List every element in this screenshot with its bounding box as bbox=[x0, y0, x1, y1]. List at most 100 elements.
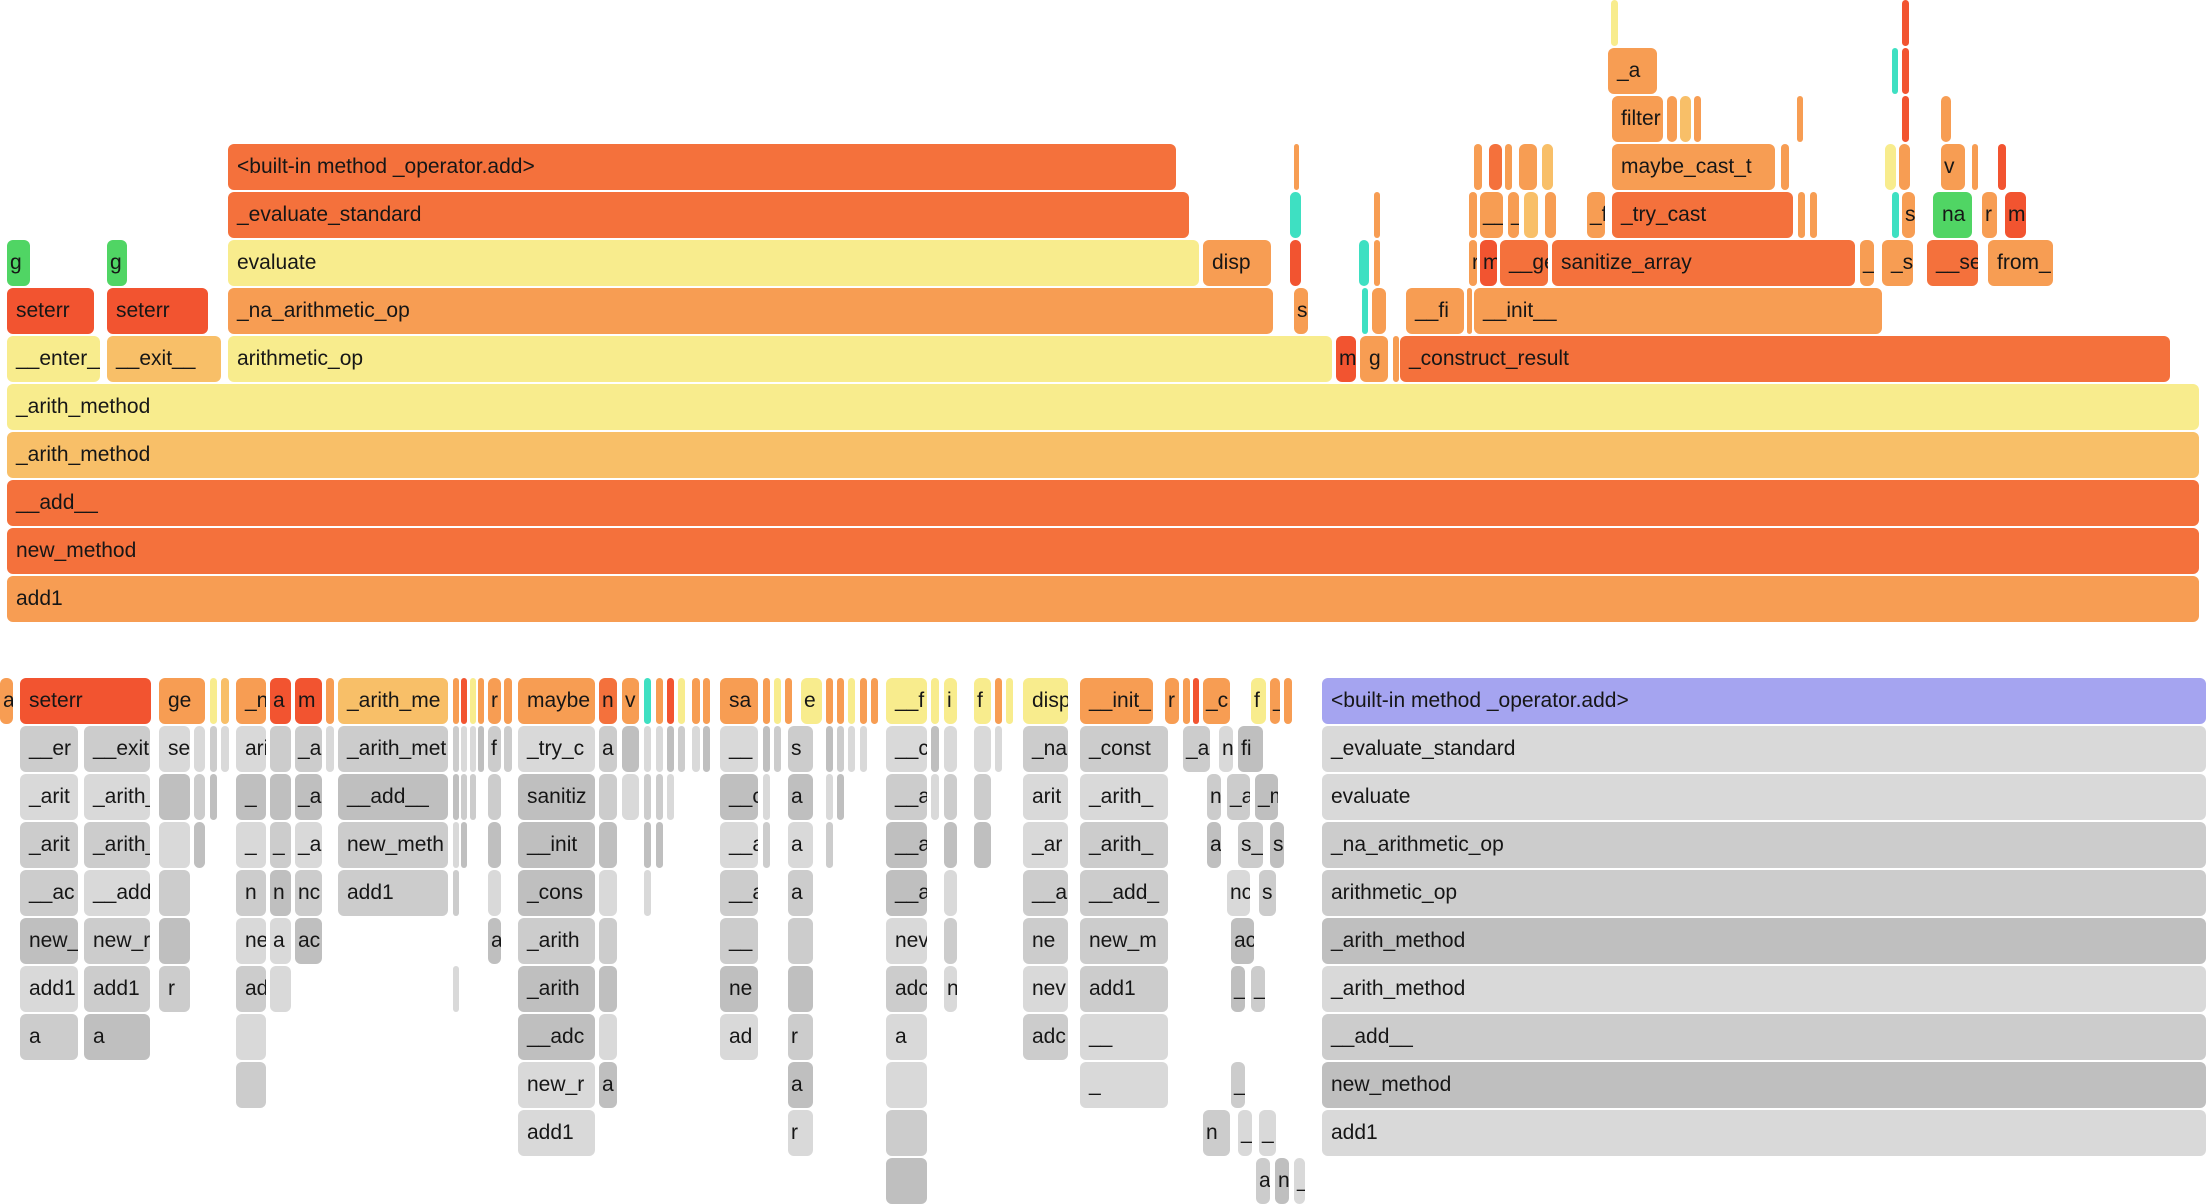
frame-sliver[interactable] bbox=[995, 726, 1002, 772]
frame-sliver[interactable] bbox=[221, 726, 229, 772]
frame-sliver[interactable] bbox=[1611, 0, 1618, 46]
frame-sliver[interactable] bbox=[774, 678, 781, 724]
frame-maybe[interactable]: maybe bbox=[518, 678, 595, 724]
frame-_s[interactable]: _s bbox=[1882, 240, 1913, 286]
frame-sliver[interactable] bbox=[461, 678, 467, 724]
frame-__ac[interactable]: __ac bbox=[20, 870, 78, 916]
frame-sliver[interactable] bbox=[488, 822, 501, 868]
frame-builtinmethod_operatoradd[interactable]: <built-in method _operator.add> bbox=[228, 144, 1176, 190]
frame-f[interactable]: f bbox=[974, 678, 991, 724]
frame-sanitiz[interactable]: sanitiz bbox=[518, 774, 595, 820]
frame-__ar[interactable]: __ar bbox=[886, 822, 927, 868]
frame-n[interactable]: n bbox=[1207, 774, 1221, 820]
frame-_arith_met[interactable]: _arith_met bbox=[338, 726, 448, 772]
frame-s[interactable]: s bbox=[1294, 288, 1308, 334]
frame-sliver[interactable] bbox=[1362, 288, 1368, 334]
frame-_[interactable]: _ bbox=[270, 822, 291, 868]
frame-sliver[interactable] bbox=[461, 822, 467, 868]
frame-_evaluate_standard[interactable]: _evaluate_standard bbox=[1322, 726, 2206, 772]
frame-_arith_[interactable]: _arith_ bbox=[84, 774, 150, 820]
frame-sliver[interactable] bbox=[599, 870, 617, 916]
frame-_c[interactable]: _c bbox=[1203, 678, 1230, 724]
frame-sliver[interactable] bbox=[763, 678, 770, 724]
frame-sliver[interactable] bbox=[1474, 144, 1482, 190]
frame-sliver[interactable] bbox=[974, 822, 991, 868]
frame-arithmetic_op[interactable]: arithmetic_op bbox=[1322, 870, 2206, 916]
frame-_a[interactable]: _a bbox=[1227, 774, 1250, 820]
frame-sliver[interactable] bbox=[944, 774, 957, 820]
frame-a[interactable]: a bbox=[270, 678, 291, 724]
frame-ari[interactable]: ari bbox=[236, 726, 266, 772]
frame-sliver[interactable] bbox=[270, 774, 291, 820]
frame-a[interactable]: a bbox=[1256, 1158, 1270, 1204]
frame-sliver[interactable] bbox=[860, 726, 867, 772]
frame-sliver[interactable] bbox=[1998, 144, 2006, 190]
frame-sliver[interactable] bbox=[1524, 192, 1538, 238]
frame-sliver[interactable] bbox=[656, 774, 663, 820]
frame-g[interactable]: g bbox=[107, 240, 127, 286]
frame-a[interactable]: a bbox=[788, 1062, 813, 1108]
frame-sliver[interactable] bbox=[1902, 48, 1909, 94]
frame-__er[interactable]: __er bbox=[20, 726, 78, 772]
frame-_ar[interactable]: _ar bbox=[1023, 822, 1068, 868]
frame-sliver[interactable] bbox=[886, 1158, 927, 1204]
frame-sliver[interactable] bbox=[270, 966, 291, 1012]
frame-arithmetic_op[interactable]: arithmetic_op bbox=[228, 336, 1332, 382]
frame-ad[interactable]: ad bbox=[720, 1014, 758, 1060]
frame-__a[interactable]: __a bbox=[720, 870, 758, 916]
frame-sliver[interactable] bbox=[1489, 144, 1502, 190]
frame-sliver[interactable] bbox=[644, 678, 651, 724]
frame-sliver[interactable] bbox=[599, 1014, 617, 1060]
frame-sliver[interactable] bbox=[461, 774, 467, 820]
frame-sa[interactable]: sa bbox=[720, 678, 758, 724]
frame-sliver[interactable] bbox=[504, 726, 512, 772]
frame-sliver[interactable] bbox=[692, 726, 700, 772]
frame-__[interactable]: __ bbox=[1080, 1014, 1168, 1060]
frame-add1[interactable]: add1 bbox=[1080, 966, 1168, 1012]
frame-__exit__[interactable]: __exit__ bbox=[107, 336, 221, 382]
frame-_m[interactable]: _m bbox=[1255, 774, 1278, 820]
frame-__adc[interactable]: __adc bbox=[518, 1014, 595, 1060]
frame-f[interactable]: f bbox=[488, 726, 501, 772]
frame-m[interactable]: m bbox=[1336, 336, 1356, 382]
frame-r[interactable]: r bbox=[788, 1014, 813, 1060]
frame-evaluate[interactable]: evaluate bbox=[1322, 774, 2206, 820]
frame-se[interactable]: se bbox=[159, 726, 190, 772]
frame-sliver[interactable] bbox=[931, 678, 939, 724]
frame-__fi[interactable]: __fi bbox=[1406, 288, 1464, 334]
frame-ac[interactable]: ac bbox=[1231, 918, 1254, 964]
frame-_arith_method[interactable]: _arith_method bbox=[1322, 966, 2206, 1012]
frame-a[interactable]: a bbox=[1207, 822, 1221, 868]
frame-sliver[interactable] bbox=[826, 678, 833, 724]
frame-sliver[interactable] bbox=[788, 966, 813, 1012]
frame-sliver[interactable] bbox=[944, 870, 957, 916]
frame-builtinmethod_operatoradd[interactable]: <built-in method _operator.add> bbox=[1322, 678, 2206, 724]
frame-sliver[interactable] bbox=[656, 726, 663, 772]
frame-sliver[interactable] bbox=[453, 822, 459, 868]
frame-__ar[interactable]: __ar bbox=[886, 774, 927, 820]
frame-sliver[interactable] bbox=[1505, 144, 1512, 190]
frame-_arith_me[interactable]: _arith_me bbox=[338, 678, 448, 724]
frame-_arith_method[interactable]: _arith_method bbox=[1322, 918, 2206, 964]
frame-r[interactable]: r bbox=[788, 1110, 813, 1156]
frame-__add_[interactable]: __add_ bbox=[1080, 870, 1168, 916]
frame-_[interactable]: _ bbox=[1238, 1110, 1252, 1156]
frame-_arith_[interactable]: _arith_ bbox=[1080, 774, 1168, 820]
frame-sliver[interactable] bbox=[159, 822, 190, 868]
frame-_[interactable]: _ bbox=[1860, 240, 1874, 286]
frame-a[interactable]: a bbox=[84, 1014, 150, 1060]
frame-_f[interactable]: _f bbox=[1587, 192, 1605, 238]
frame-sliver[interactable] bbox=[1892, 192, 1899, 238]
frame-sliver[interactable] bbox=[194, 726, 205, 772]
frame-sliver[interactable] bbox=[159, 918, 190, 964]
frame-sliver[interactable] bbox=[644, 774, 651, 820]
frame-sliver[interactable] bbox=[931, 774, 939, 820]
frame-sliver[interactable] bbox=[656, 822, 663, 868]
frame-m[interactable]: m bbox=[1480, 240, 1497, 286]
frame-i[interactable]: i bbox=[944, 678, 957, 724]
frame-a[interactable]: a bbox=[20, 1014, 78, 1060]
frame-sliver[interactable] bbox=[210, 726, 217, 772]
frame-_a[interactable]: _a bbox=[295, 726, 322, 772]
frame-seterr[interactable]: seterr bbox=[107, 288, 208, 334]
frame-filter[interactable]: filter bbox=[1612, 96, 1663, 142]
